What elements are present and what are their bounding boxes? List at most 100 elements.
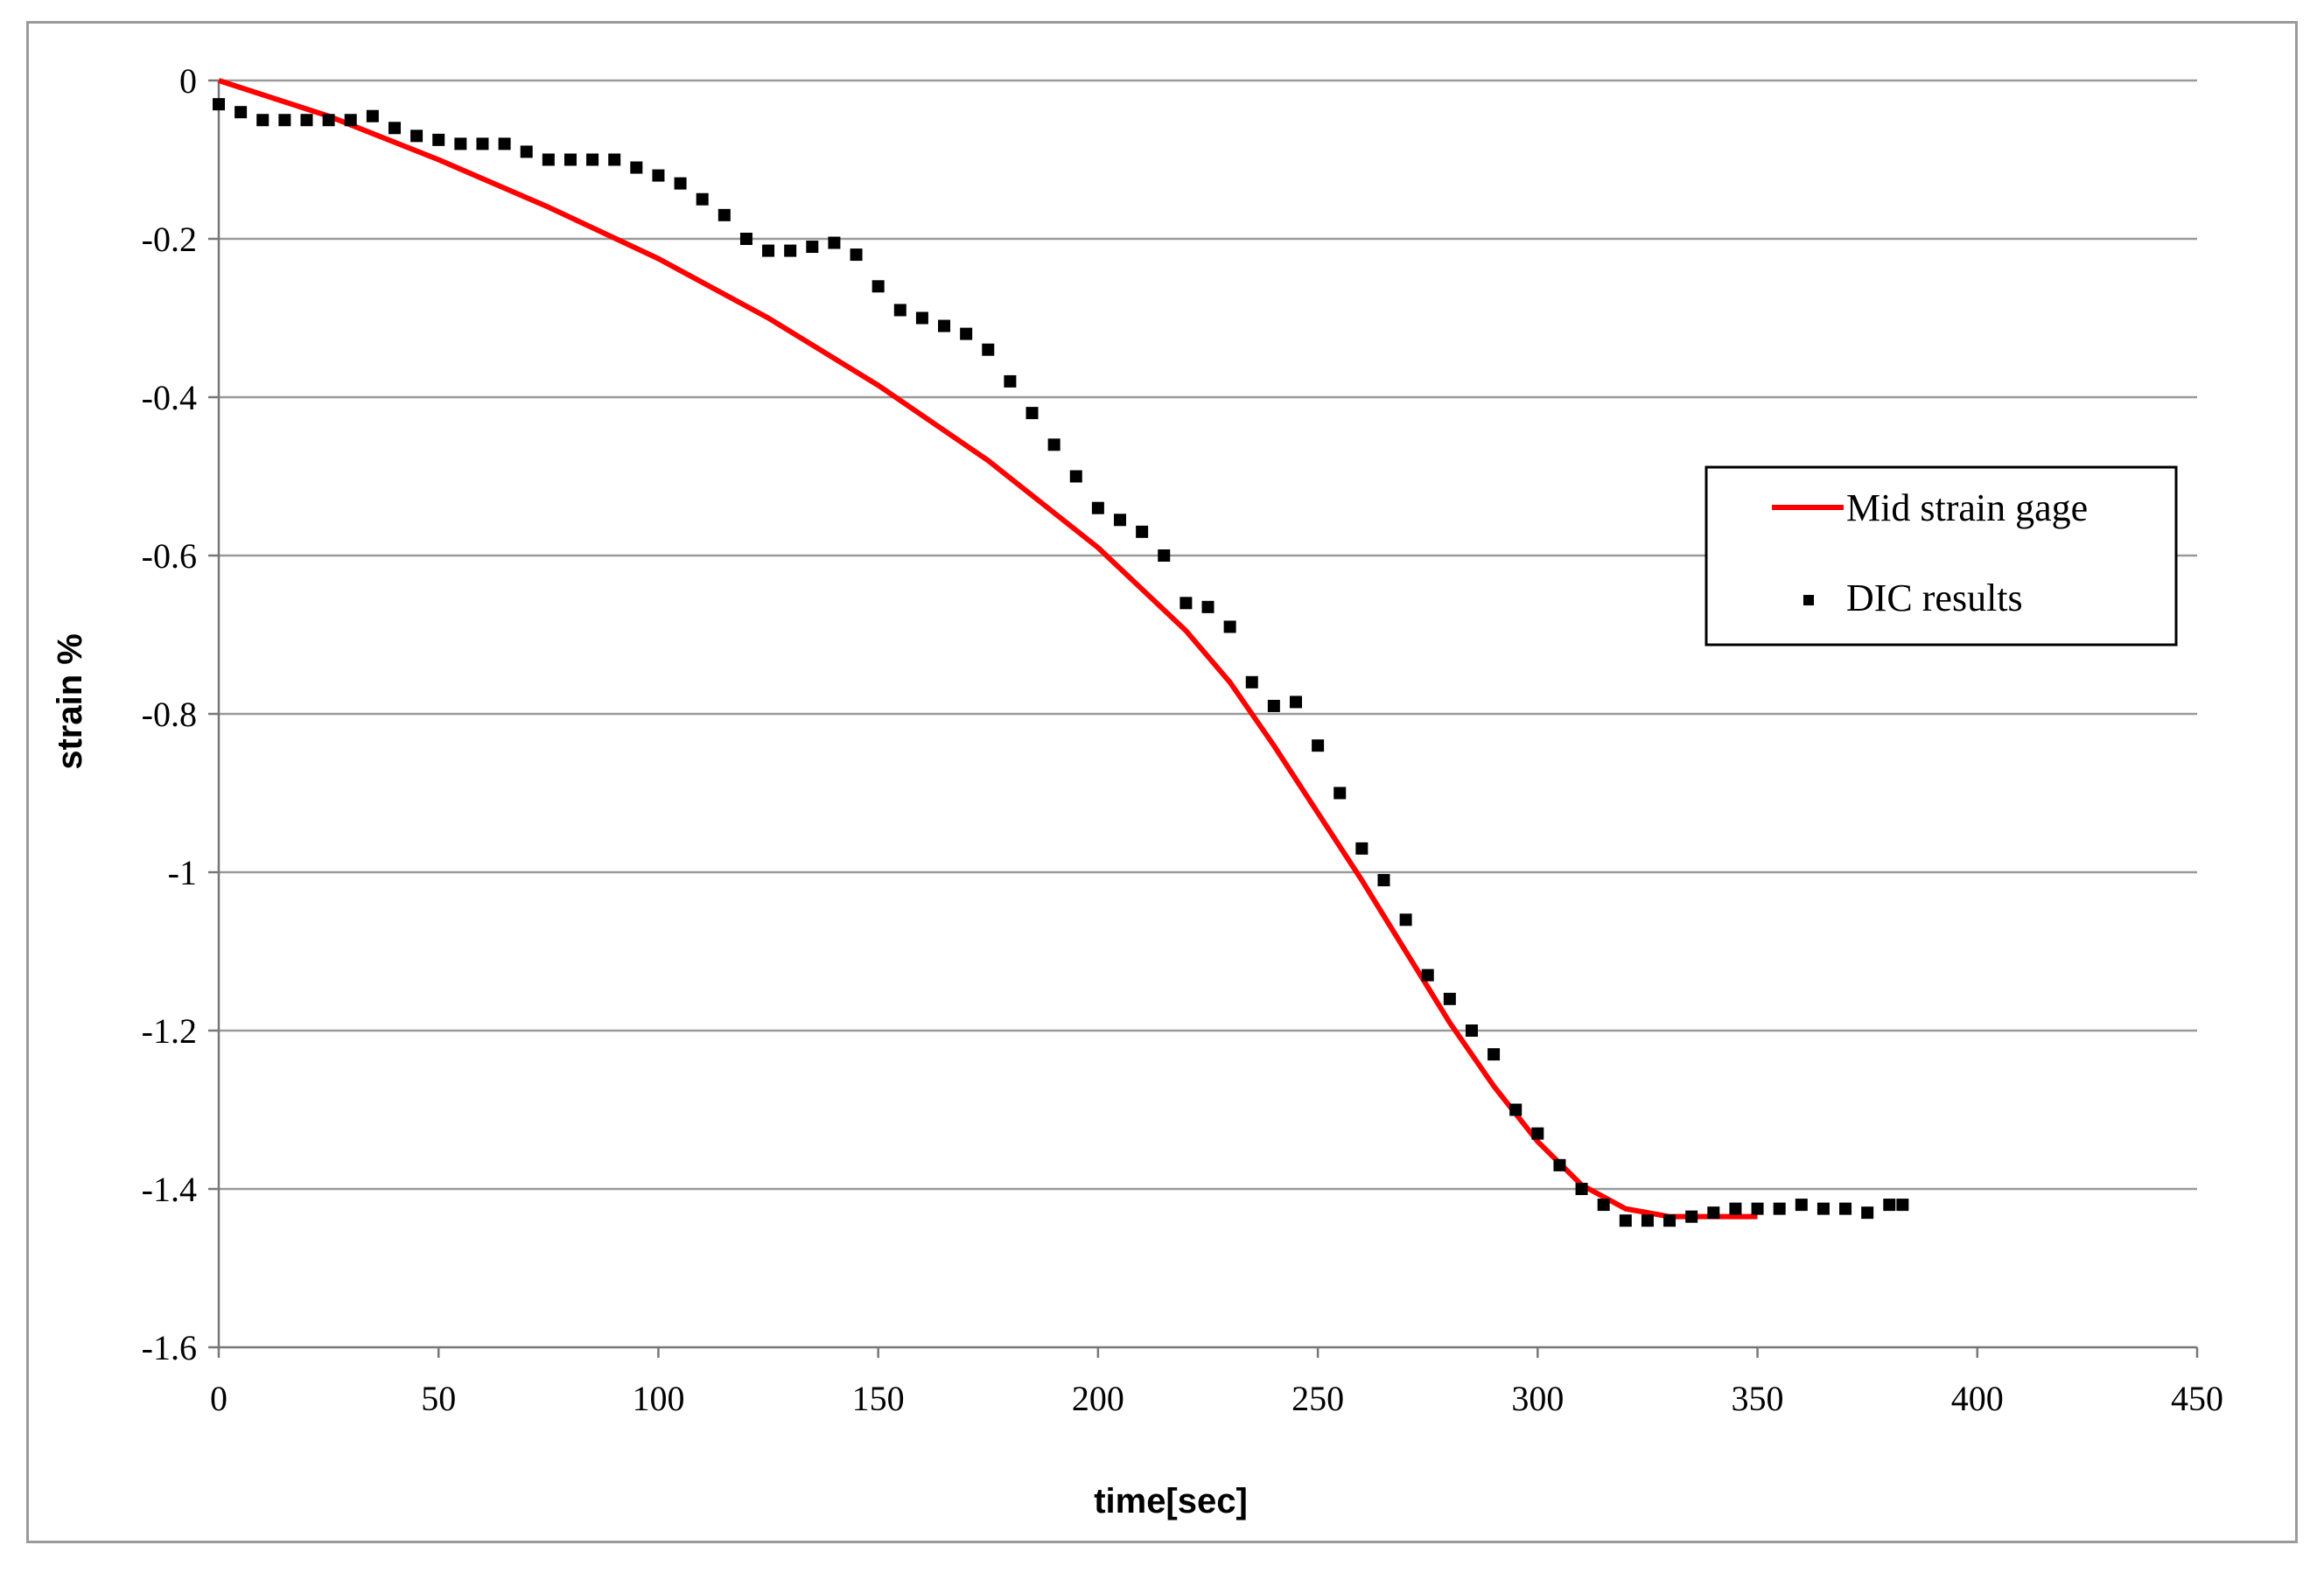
y-tick-label: -0.2 <box>142 220 197 259</box>
dic-results-point <box>1883 1199 1896 1212</box>
dic-results-point <box>498 137 511 150</box>
dic-results-point <box>1443 992 1456 1005</box>
dic-results-point <box>1751 1202 1764 1215</box>
dic-results-point <box>762 244 775 257</box>
series-line-mid-strain-gage <box>218 78 1758 1220</box>
dic-results-point <box>213 98 225 111</box>
dic-results-point <box>234 106 248 119</box>
dic-results-point <box>1553 1158 1566 1171</box>
dic-results-point <box>476 137 489 150</box>
dic-results-point <box>1377 874 1390 887</box>
dic-results-point <box>1158 549 1171 562</box>
dic-results-point <box>1267 699 1280 712</box>
tick-labels: 0 -0.2 -0.4 -0.6 -0.8 -1 -1.2 -1.4 -1.6 0 50 100 150… <box>142 61 2223 1418</box>
dic-results-point <box>1026 407 1039 420</box>
dic-results-point <box>256 114 270 127</box>
dic-results-point <box>1795 1199 1808 1212</box>
dic-results-point <box>586 153 599 166</box>
x-tick-label: 450 <box>2171 1379 2223 1418</box>
dic-results-point <box>410 129 424 143</box>
dic-results-point <box>1896 1199 1909 1212</box>
legend-label-dic-results: DIC results <box>1846 577 2023 619</box>
dic-results-point <box>982 343 995 356</box>
dic-results-point <box>872 280 885 293</box>
x-tick-label: 250 <box>1292 1379 1344 1418</box>
dic-results-point <box>1047 438 1060 451</box>
dic-results-point <box>674 177 687 190</box>
y-tick-label: 0 <box>179 61 197 101</box>
dic-results-point <box>1597 1199 1610 1212</box>
y-tick-label: -0.8 <box>142 695 197 734</box>
chart: 0 -0.2 -0.4 -0.6 -0.8 -1 -1.2 -1.4 -1.6 0 50 100 150… <box>51 61 2223 1521</box>
x-tick-label: 100 <box>632 1379 684 1418</box>
chart-frame: 0 -0.2 -0.4 -0.6 -0.8 -1 -1.2 -1.4 -1.6 0 50 100 150… <box>26 21 2298 1543</box>
dic-results-point <box>1861 1206 1874 1220</box>
x-tick-label: 200 <box>1072 1379 1124 1418</box>
dic-results-point <box>1355 842 1368 855</box>
dic-results-point <box>366 109 379 122</box>
y-tick-label: -1.2 <box>142 1011 197 1051</box>
y-tick-label: -0.6 <box>142 536 197 576</box>
dic-results-point <box>300 114 313 127</box>
legend-label-mid-strain-gage: Mid strain gage <box>1846 486 2088 529</box>
dic-results-point <box>784 244 797 257</box>
dic-results-point <box>278 114 291 127</box>
dic-results-point <box>1004 374 1017 388</box>
y-axis-title: strain % <box>51 633 89 770</box>
legend-swatch-dic-results <box>1803 595 1814 605</box>
x-tick-label: 350 <box>1732 1379 1784 1418</box>
grid-lines <box>219 79 2197 1191</box>
dic-results-point <box>893 304 906 317</box>
dic-results-point <box>1114 514 1127 527</box>
series-layer <box>213 78 1909 1227</box>
dic-results-point <box>696 192 709 206</box>
dic-results-point <box>520 145 533 158</box>
dic-results-point <box>432 133 445 146</box>
dic-results-point <box>739 233 752 245</box>
dic-results-point <box>388 122 401 135</box>
dic-results-point <box>1773 1202 1786 1215</box>
dic-results-point <box>1729 1202 1742 1215</box>
dic-results-point <box>454 137 467 150</box>
y-tick-label: -1.4 <box>142 1170 197 1209</box>
dic-results-point <box>1663 1214 1676 1227</box>
dic-results-point <box>1421 968 1434 982</box>
dic-results-point <box>1641 1214 1654 1227</box>
dic-results-point <box>1575 1183 1588 1195</box>
dic-results-point <box>1201 600 1214 613</box>
y-tick-label: -1.6 <box>142 1328 197 1367</box>
legend: Mid strain gage DIC results <box>1704 465 2178 647</box>
dic-results-point <box>322 114 335 127</box>
dic-results-point <box>542 153 555 166</box>
dic-results-point <box>915 311 928 325</box>
dic-results-point <box>960 327 973 340</box>
y-tick-label: -1 <box>168 853 197 892</box>
y-tick-label: -0.4 <box>142 378 197 417</box>
dic-results-point <box>1180 597 1193 610</box>
dic-results-point <box>850 248 863 262</box>
dic-results-point <box>608 153 621 166</box>
dic-results-point <box>1816 1202 1830 1215</box>
dic-results-point <box>828 236 841 249</box>
dic-results-point <box>344 114 357 127</box>
dic-results-point <box>1223 620 1236 633</box>
dic-results-point <box>1685 1210 1698 1223</box>
dic-results-point <box>564 153 577 166</box>
x-tick-label: 300 <box>1511 1379 1564 1418</box>
dic-results-point <box>652 169 665 182</box>
dic-results-point <box>1399 913 1412 926</box>
x-tick-label: 50 <box>421 1379 456 1418</box>
dic-results-point <box>1091 501 1104 514</box>
dic-results-point <box>806 241 819 254</box>
x-tick-label: 400 <box>1951 1379 2004 1418</box>
dic-results-point <box>1465 1024 1478 1037</box>
x-axis-title: time[sec] <box>1094 1482 1248 1521</box>
dic-results-point <box>1488 1048 1501 1061</box>
dic-results-point <box>1707 1206 1720 1220</box>
dic-results-point <box>1509 1103 1522 1116</box>
dic-results-point <box>1245 675 1258 689</box>
dic-results-point <box>1531 1127 1544 1140</box>
dic-results-point <box>1289 696 1302 709</box>
dic-results-point <box>1839 1202 1852 1215</box>
dic-results-point <box>718 208 731 221</box>
